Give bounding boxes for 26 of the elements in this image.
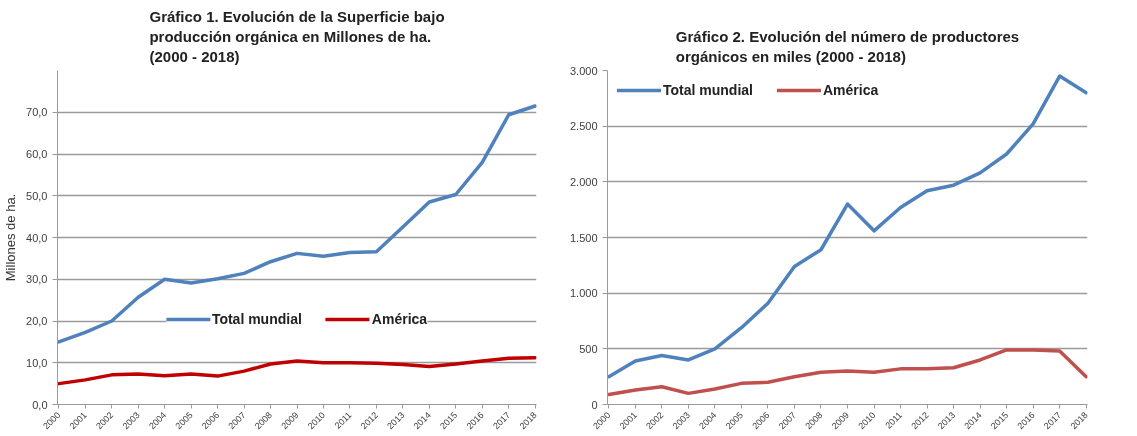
y-tick-label: 1.500 bbox=[569, 231, 598, 244]
chart-title: Gráfico 2. Evolución del número de productores orgánicos en miles (2000 - 2018) bbox=[675, 28, 1020, 66]
y-tick-label: 0 bbox=[591, 398, 598, 411]
y-tick-label: 40,0 bbox=[26, 231, 48, 244]
legend-label: Total mundial bbox=[663, 82, 753, 98]
y-tick-label: 2.500 bbox=[569, 120, 598, 133]
line-series bbox=[57, 355, 537, 386]
y-tick-label: 500 bbox=[579, 342, 598, 355]
legend-label: Total mundial bbox=[211, 311, 302, 327]
y-axis-title: Millones de ha. bbox=[3, 193, 19, 282]
y-tick-label: 1.000 bbox=[569, 287, 598, 300]
y-tick-label: 50,0 bbox=[26, 189, 48, 202]
y-tick-label: 0,0 bbox=[32, 398, 48, 411]
y-tick-label: 70,0 bbox=[26, 106, 48, 119]
line-series bbox=[607, 74, 1088, 379]
chart-title: Gráfico 1. Evolución de la Superficie bajo producción orgánica en Millones de ha. (2000 - 2018) bbox=[149, 7, 445, 66]
y-tick-label: 2.000 bbox=[569, 175, 598, 188]
y-tick-label: 60,0 bbox=[26, 148, 48, 160]
y-tick-label: 3.000 bbox=[569, 64, 598, 77]
line-series bbox=[607, 348, 1088, 397]
legend-label: América bbox=[371, 311, 428, 327]
line-series bbox=[57, 104, 537, 344]
y-tick-label: 20,0 bbox=[26, 315, 48, 327]
legend-label: América bbox=[822, 82, 879, 98]
y-tick-label: 10,0 bbox=[26, 356, 48, 369]
y-tick-label: 30,0 bbox=[26, 273, 48, 286]
